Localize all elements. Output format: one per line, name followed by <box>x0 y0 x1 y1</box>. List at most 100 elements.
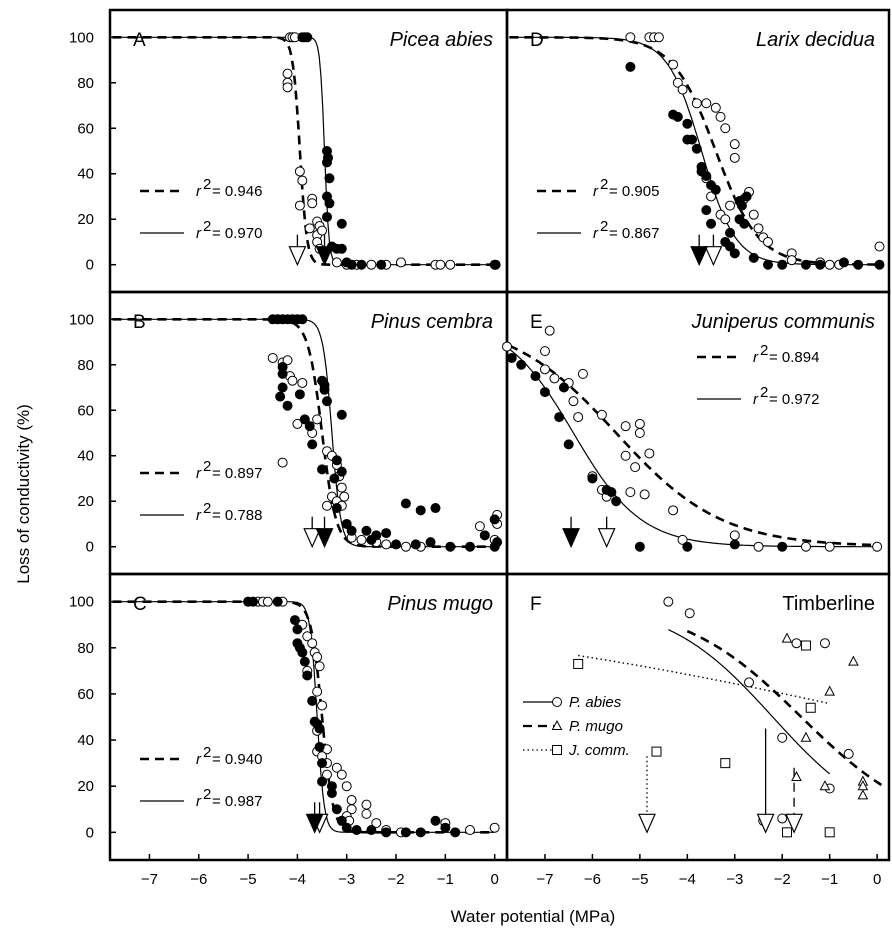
data-point-filled <box>341 518 352 529</box>
data-point-open <box>314 661 325 672</box>
data-point-open <box>872 541 883 552</box>
data-point-open <box>539 364 550 375</box>
p50-arrow-filled <box>315 528 334 549</box>
data-point-square <box>800 640 811 651</box>
data-point-open <box>634 428 645 438</box>
data-point-open <box>729 152 740 163</box>
data-point-filled <box>391 539 402 550</box>
data-point-filled <box>465 541 476 552</box>
r2-superscript: 2 <box>203 786 211 803</box>
data-point-open <box>321 769 332 780</box>
r2-value: = 0.946 <box>212 183 262 200</box>
x-axis-label: Water potential (MPa) <box>451 907 616 926</box>
data-point-filled <box>634 541 645 552</box>
data-point-open <box>336 482 347 493</box>
r2-value: = 0.867 <box>609 225 659 242</box>
data-point-filled <box>275 391 286 402</box>
data-point-filled <box>682 541 693 552</box>
data-point-triangle <box>791 770 802 781</box>
r2-value: = 0.897 <box>212 465 262 482</box>
data-point-circle <box>843 748 854 759</box>
y-tick-label: 20 <box>77 778 94 795</box>
data-point-open <box>874 241 885 252</box>
data-point-filled <box>672 111 683 122</box>
y-tick-label: 100 <box>69 311 94 328</box>
data-point-square <box>781 827 792 838</box>
data-point-open <box>824 259 835 270</box>
data-point-filled <box>701 205 712 216</box>
p50-arrow-filled <box>305 813 324 834</box>
fitted-curve-solid <box>112 36 495 266</box>
data-point-filled <box>710 184 721 195</box>
data-point-open <box>644 448 655 459</box>
y-tick-label: 100 <box>69 29 94 46</box>
y-tick-label: 0 <box>86 539 94 556</box>
panel-letter: B <box>133 312 146 333</box>
data-point-filled <box>324 173 335 184</box>
data-point-filled <box>440 822 451 833</box>
r2-superscript: 2 <box>203 218 211 235</box>
x-tick-label: −4 <box>289 871 306 888</box>
data-point-open <box>307 198 318 209</box>
data-point-filled <box>516 359 527 370</box>
r2-symbol: r <box>196 225 202 242</box>
data-point-filled <box>479 530 490 541</box>
data-point-open <box>282 68 293 79</box>
data-point-filled <box>701 171 712 182</box>
panel-title: Larix decidua <box>756 29 875 51</box>
data-point-open <box>549 373 560 384</box>
p50-arrow-filled <box>315 246 334 267</box>
r2-value: = 0.940 <box>212 751 262 768</box>
data-point-filled <box>706 218 717 229</box>
data-point-open <box>331 762 342 773</box>
r2-symbol: r <box>593 183 599 200</box>
data-point-filled <box>725 227 736 238</box>
data-point-filled <box>331 503 342 514</box>
data-point-filled <box>341 822 352 833</box>
y-axis-ticks: 0 20 40 60 80 100 0 20 40 60 80 100 0 20 40 60 80 100 <box>69 29 94 841</box>
data-point-open <box>317 225 328 236</box>
data-point-filled <box>307 439 318 450</box>
data-point-open <box>341 781 352 792</box>
data-point-filled <box>450 827 461 838</box>
data-point-filled <box>430 503 441 514</box>
y-tick-label: 20 <box>77 493 94 510</box>
data-point-open <box>786 255 797 266</box>
data-point-filled <box>563 439 574 450</box>
r2-value: = 0.987 <box>212 793 262 810</box>
data-point-open <box>277 457 288 468</box>
data-point-square <box>805 702 816 713</box>
data-point-triangle <box>800 731 812 742</box>
data-point-filled <box>336 409 347 420</box>
data-point-filled <box>838 257 849 268</box>
data-point-filled <box>777 541 788 552</box>
data-point-filled <box>415 827 426 838</box>
data-point-open <box>312 686 323 697</box>
data-point-open <box>331 257 342 268</box>
y-tick-label: 40 <box>77 448 94 465</box>
data-point-filled <box>272 596 283 607</box>
data-point-open <box>297 175 308 186</box>
data-point-filled <box>445 541 456 552</box>
data-point-open <box>361 808 372 819</box>
data-point-filled <box>739 218 750 229</box>
x-tick-label: −7 <box>141 871 158 888</box>
data-point-filled <box>297 314 308 325</box>
panel-title: Picea abies <box>390 29 493 51</box>
data-point-filled <box>321 211 332 222</box>
data-point-open <box>400 541 411 552</box>
legend-triangle-icon <box>551 719 563 730</box>
p50-arrow-open <box>597 528 616 549</box>
data-point-open <box>634 418 645 429</box>
p50-arrow-open <box>303 528 322 549</box>
r2-superscript: 2 <box>760 342 768 359</box>
data-point-open <box>596 409 607 420</box>
data-point-filled <box>691 143 702 154</box>
data-point-open <box>282 355 293 366</box>
y-tick-label: 0 <box>86 824 94 841</box>
data-point-filled <box>321 157 332 168</box>
data-point-filled <box>489 541 500 552</box>
data-point-open <box>620 450 631 461</box>
y-tick-label: 0 <box>86 257 94 274</box>
y-tick-label: 60 <box>77 402 94 419</box>
